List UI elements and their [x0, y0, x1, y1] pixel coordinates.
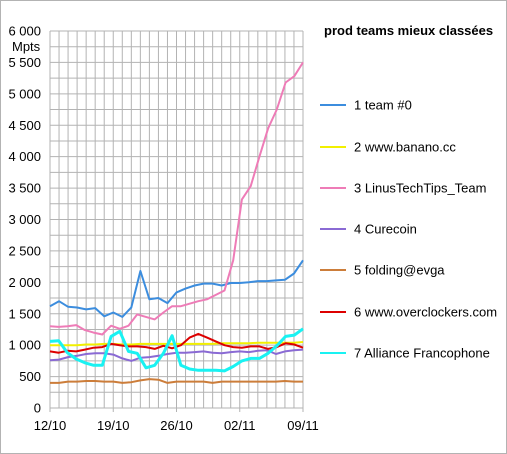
legend-label-7: 7 Alliance Francophone	[354, 346, 490, 361]
x-tick-label: 19/10	[97, 418, 130, 433]
legend-label-5: 5 folding@evga	[354, 263, 445, 278]
y-tick-label: 5 000	[8, 86, 41, 101]
legend-label-3: 3 LinusTechTips_Team	[354, 181, 486, 196]
legend: 1 team #0 2 www.banano.cc 3 LinusTechTips_…	[320, 98, 497, 361]
chart-title: prod teams mieux classées	[324, 23, 493, 38]
series-line-3	[49, 61, 304, 336]
legend-label-4: 4 Curecoin	[354, 222, 417, 237]
series-line-2	[50, 341, 304, 347]
x-axis-ticks: 12/10 19/10 26/10 02/11 09/11	[34, 408, 319, 433]
y-tick-label: 1 500	[8, 306, 41, 321]
series-line-5	[50, 378, 303, 384]
x-tick-label: 12/10	[34, 418, 67, 433]
x-tick-label: 26/10	[160, 418, 193, 433]
y-axis-label: Mpts	[12, 39, 41, 54]
y-tick-label: 4 000	[8, 149, 41, 164]
y-tick-label: 3 000	[8, 212, 41, 227]
series-lines	[49, 61, 304, 384]
legend-label-6: 6 www.overclockers.com	[354, 305, 497, 320]
legend-label-1: 1 team #0	[354, 98, 412, 113]
y-tick-label: 1 000	[8, 338, 41, 353]
y-tick-label: 500	[19, 369, 41, 384]
y-tick-label: 6 000	[8, 24, 41, 39]
y-tick-label: 2 500	[8, 243, 41, 258]
series-line-1	[49, 259, 304, 318]
y-tick-label: 0	[34, 401, 41, 416]
y-tick-label: 3 500	[8, 181, 41, 196]
x-tick-label: 09/11	[287, 418, 319, 433]
y-tick-label: 4 500	[8, 118, 41, 133]
x-tick-label: 02/11	[224, 418, 256, 433]
series-line-7	[49, 327, 304, 373]
y-tick-label: 2 000	[8, 275, 41, 290]
y-axis-ticks: 0 500 1 000 1 500 2 000 2 500 3 000 3 500 4 000 4…	[8, 24, 41, 416]
legend-label-2: 2 www.banano.cc	[354, 140, 456, 155]
y-tick-label: 5 500	[8, 55, 41, 70]
